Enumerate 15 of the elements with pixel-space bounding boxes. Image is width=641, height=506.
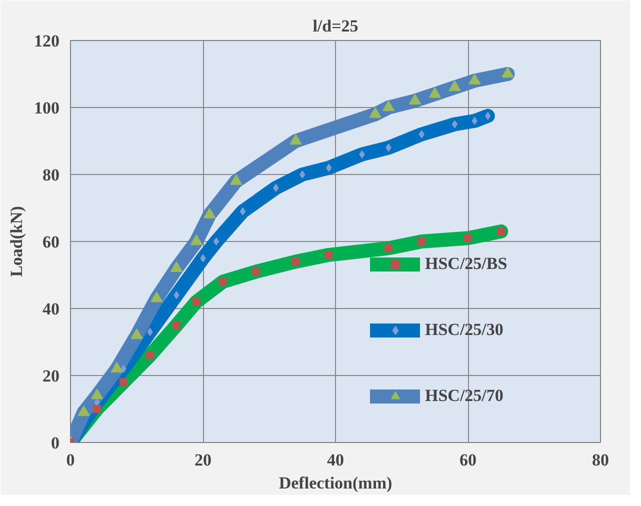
- y-tick-label: 0: [51, 434, 60, 452]
- y-tick-label: 20: [42, 366, 60, 386]
- x-tick-label: 40: [327, 450, 344, 470]
- x-axis-title: Deflection(mm): [278, 474, 392, 492]
- y-tick-label: 60: [42, 232, 60, 252]
- x-tick-label: 80: [592, 450, 609, 470]
- y-tick-label: 120: [34, 32, 60, 50]
- x-tick-label: 20: [194, 450, 212, 470]
- y-tick-label: 80: [42, 166, 60, 184]
- x-tick-label: 60: [460, 450, 476, 470]
- y-axis-title: Load(kN): [7, 206, 26, 277]
- x-tick-label: 0: [66, 450, 75, 470]
- y-tick-label: 100: [34, 98, 60, 118]
- y-tick-label: 40: [42, 300, 60, 318]
- chart-title: l/d=25: [312, 16, 358, 36]
